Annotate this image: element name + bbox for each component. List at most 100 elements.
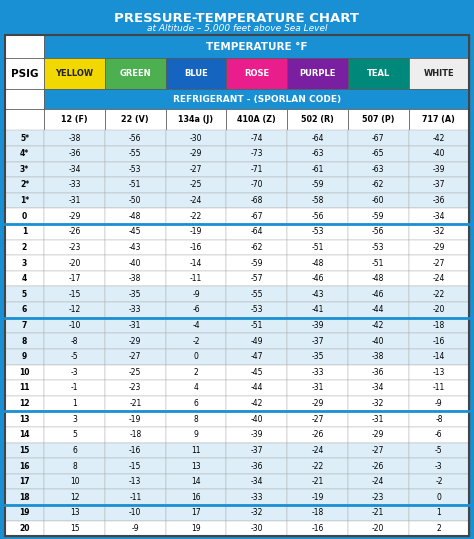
Text: -40: -40 [372,336,384,345]
Text: -40: -40 [250,414,263,424]
Bar [165,521,227,536]
Text: -21: -21 [372,508,384,517]
Text: -12: -12 [68,306,81,314]
Text: -26: -26 [372,461,384,471]
Bar [409,109,469,130]
Text: -38: -38 [129,274,142,283]
Text: YELLOW: YELLOW [55,69,94,78]
Bar [44,302,105,317]
Bar [227,380,287,396]
Bar [348,224,409,240]
Bar [287,443,348,458]
Bar [409,286,469,302]
Text: -40: -40 [433,149,445,158]
Text: -19: -19 [311,493,324,502]
Text: -25: -25 [190,181,202,189]
Bar [44,224,105,240]
Text: 717 (A): 717 (A) [422,115,456,125]
Text: 2*: 2* [20,181,29,189]
Text: -73: -73 [250,149,263,158]
Text: -42: -42 [372,321,384,330]
Bar [409,521,469,536]
Bar [44,177,105,193]
Bar [227,286,287,302]
Text: -64: -64 [250,227,263,236]
Text: 5: 5 [22,290,27,299]
Text: -11: -11 [190,274,202,283]
Bar [287,380,348,396]
Bar [44,458,105,474]
Text: 12 (F): 12 (F) [61,115,88,125]
Bar [105,317,165,333]
Text: ROSE: ROSE [244,69,269,78]
Text: -20: -20 [372,524,384,533]
Text: -24: -24 [433,274,445,283]
Bar [348,317,409,333]
Bar [165,396,227,411]
Bar [409,224,469,240]
Text: 4: 4 [193,383,199,392]
Text: -33: -33 [129,306,142,314]
Bar [227,427,287,443]
Bar [105,489,165,505]
Bar [165,193,227,209]
Bar [165,505,227,521]
Bar [5,146,44,162]
Bar [165,427,227,443]
Text: 6: 6 [193,399,199,408]
Bar [44,317,105,333]
Bar [348,349,409,364]
Text: -24: -24 [190,196,202,205]
Bar [44,240,105,255]
Text: -59: -59 [372,212,384,220]
Bar [105,240,165,255]
Text: -11: -11 [129,493,141,502]
Text: -51: -51 [372,259,384,267]
Text: 0: 0 [437,493,441,502]
Bar [105,521,165,536]
Bar [165,443,227,458]
Bar [5,209,44,224]
Bar [105,443,165,458]
Text: -31: -31 [129,321,142,330]
Text: BLUE: BLUE [184,69,208,78]
Bar [409,255,469,271]
Text: GREEN: GREEN [119,69,151,78]
Text: 15: 15 [19,446,30,455]
Bar [44,349,105,364]
Text: 3: 3 [72,414,77,424]
Text: PSIG: PSIG [11,68,38,79]
Bar [5,333,44,349]
Bar [165,333,227,349]
Bar [409,474,469,489]
Bar [287,177,348,193]
Text: -35: -35 [311,352,324,361]
Text: -45: -45 [250,368,263,377]
Text: 8: 8 [72,461,77,471]
Bar [287,209,348,224]
Bar [287,224,348,240]
Text: -53: -53 [311,227,324,236]
Text: -3: -3 [435,461,443,471]
Text: -29: -29 [311,399,324,408]
Bar [44,505,105,521]
Bar [287,240,348,255]
Bar [348,333,409,349]
Bar [5,458,44,474]
Text: -62: -62 [372,181,384,189]
Text: -9: -9 [192,290,200,299]
Text: -56: -56 [311,212,324,220]
Text: -17: -17 [68,274,81,283]
Bar [287,521,348,536]
Text: -19: -19 [190,227,202,236]
Text: -31: -31 [68,196,81,205]
Bar [165,58,227,89]
Bar [44,162,105,177]
Bar [348,364,409,380]
Text: -4: -4 [192,321,200,330]
Bar [227,209,287,224]
Bar [287,317,348,333]
Bar [227,349,287,364]
Bar [44,58,105,89]
Text: -53: -53 [129,165,142,174]
